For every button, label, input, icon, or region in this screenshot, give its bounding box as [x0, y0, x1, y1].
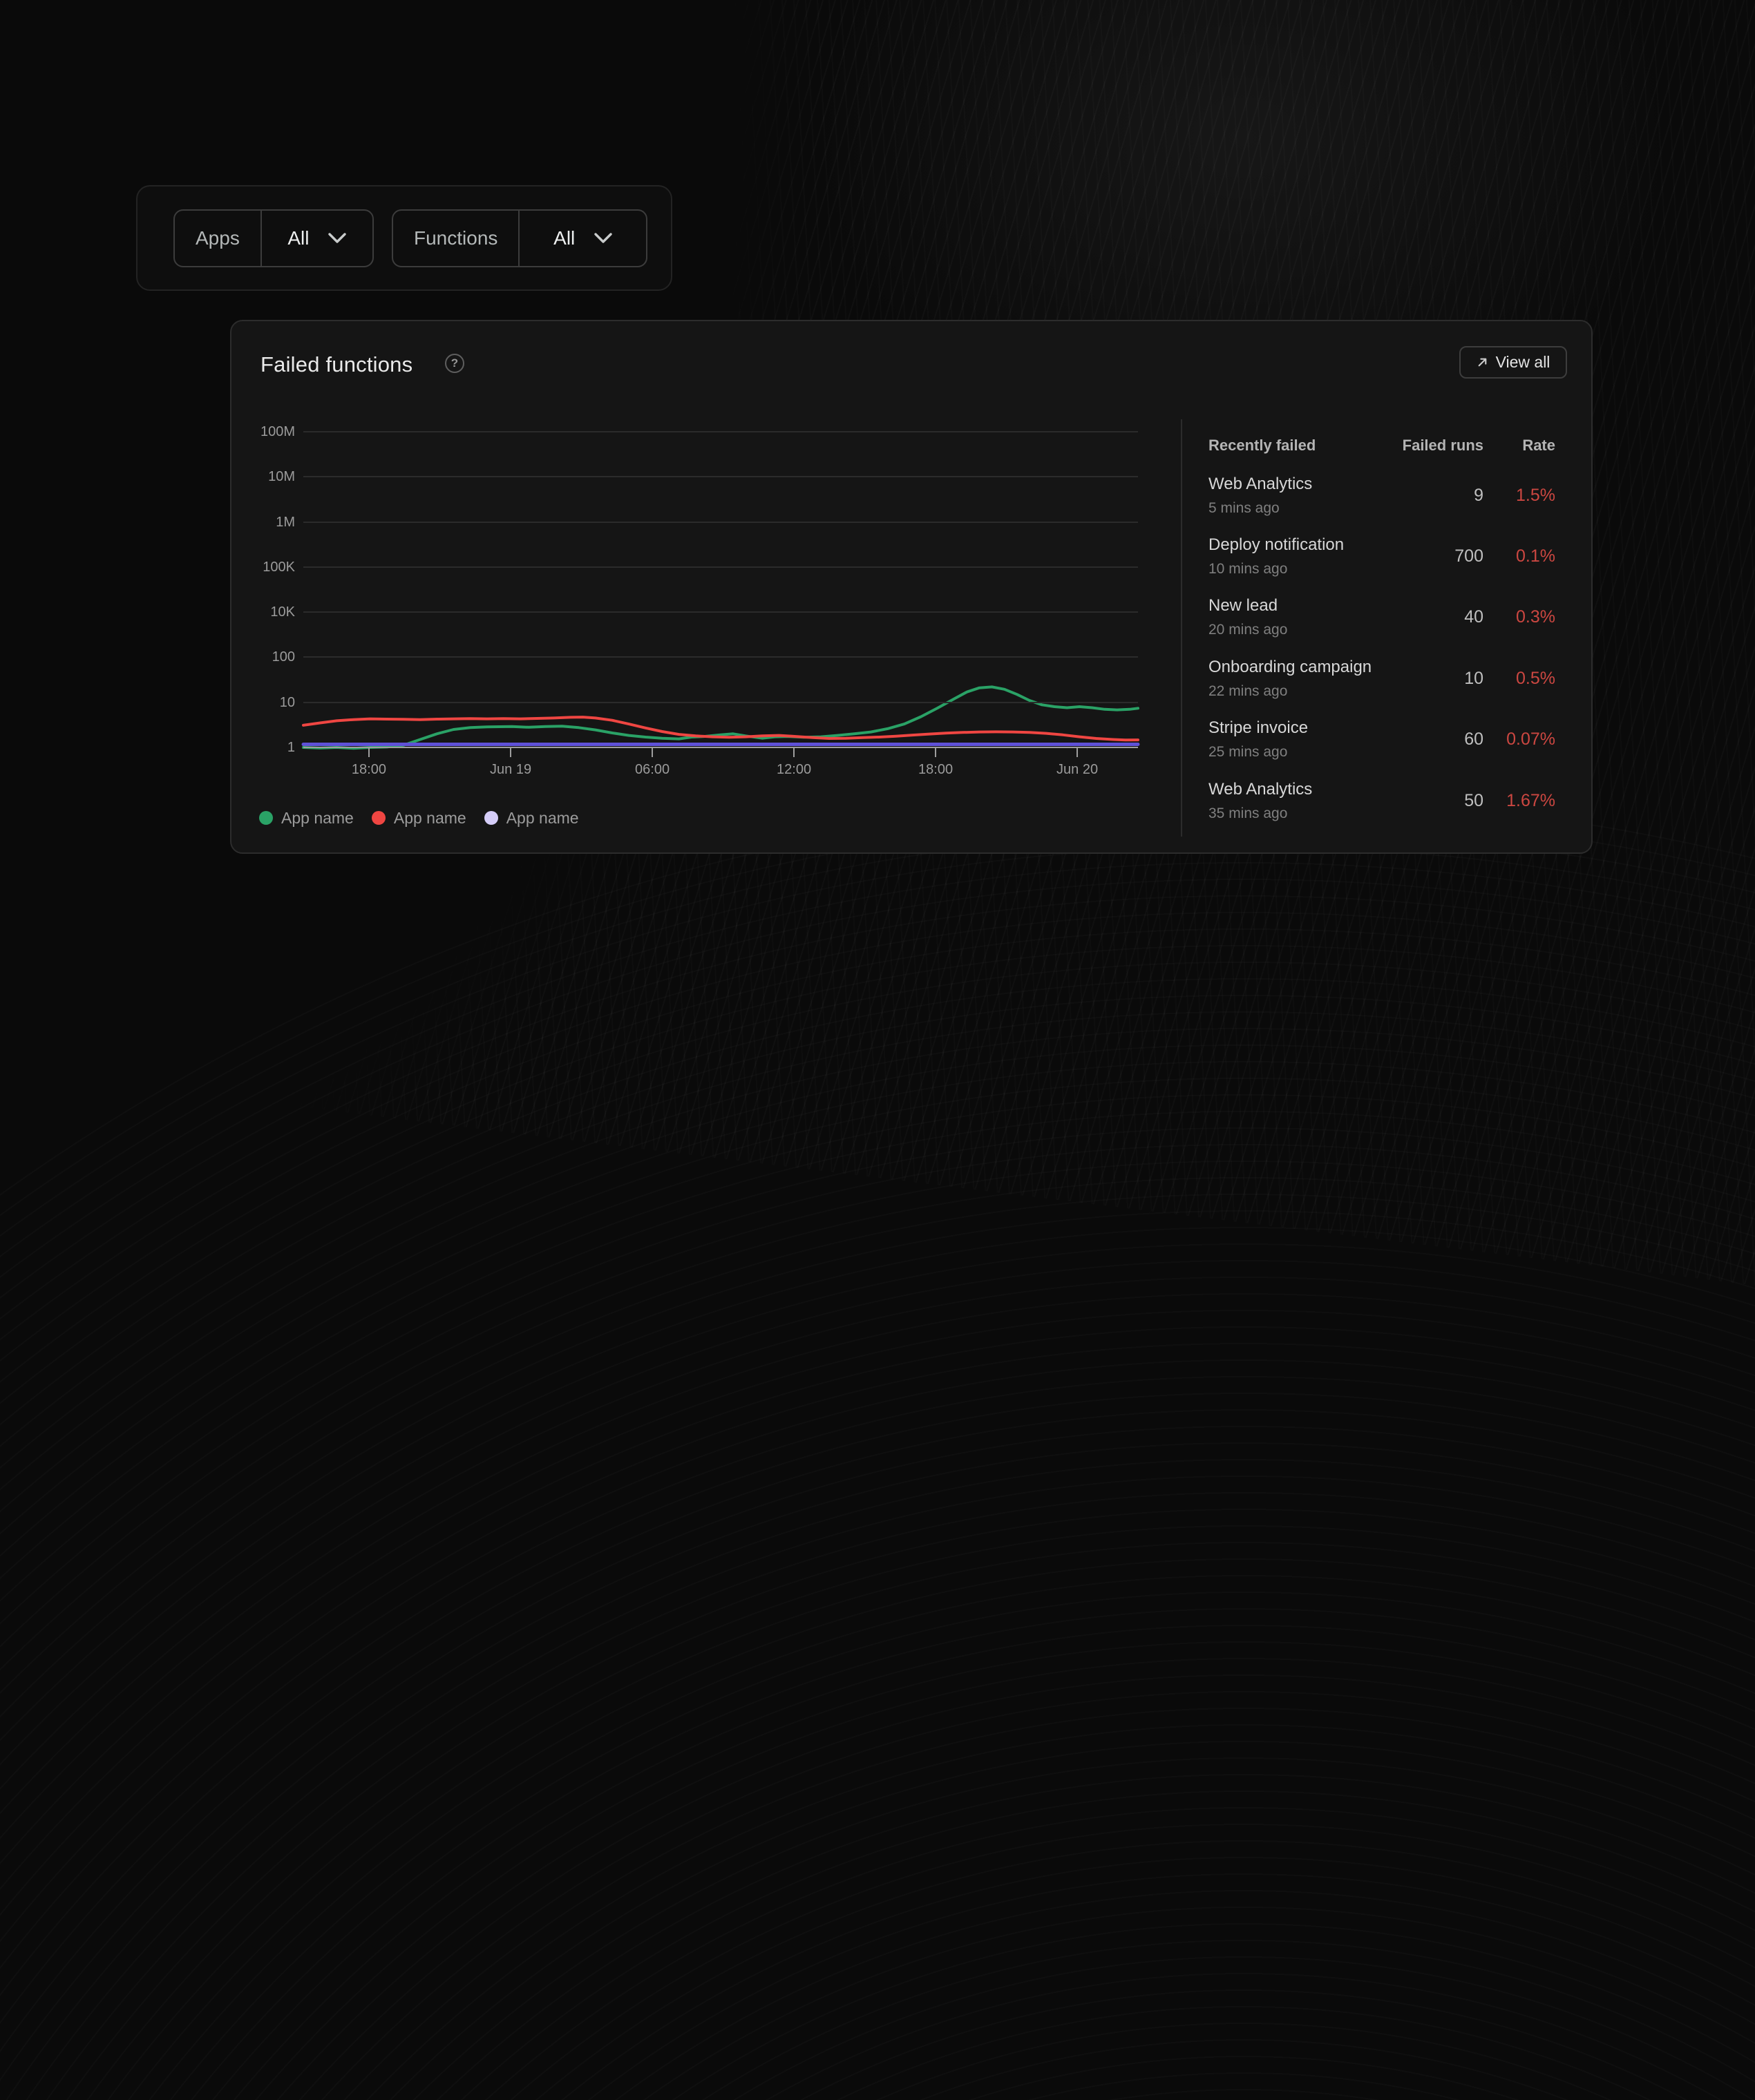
- table-row[interactable]: Stripe invoice 25 mins ago 60 0.07%: [1208, 709, 1555, 770]
- legend-item: App name: [259, 809, 354, 828]
- x-axis-label: 18:00: [918, 762, 954, 777]
- failed-runs-count: 50: [1464, 790, 1483, 810]
- failure-rate: 1.67%: [1506, 790, 1555, 810]
- legend-label: App name: [393, 808, 466, 827]
- recently-failed-table: Recently failed Failed runs Rate Web Ana…: [1208, 432, 1555, 831]
- failed-runs-count: 700: [1454, 546, 1483, 566]
- table-row[interactable]: Onboarding campaign 22 mins ago 10 0.5%: [1208, 648, 1555, 709]
- table-row[interactable]: New lead 20 mins ago 40 0.3%: [1208, 587, 1555, 648]
- function-name: Stripe invoice: [1208, 718, 1309, 738]
- help-icon[interactable]: ?: [445, 354, 464, 373]
- legend-label: App name: [506, 808, 579, 827]
- y-axis-label: 100M: [260, 424, 295, 439]
- chevron-down-icon: [328, 233, 347, 243]
- failure-rate: 0.1%: [1516, 546, 1555, 566]
- failed-time: 5 mins ago: [1208, 499, 1280, 516]
- failed-runs-count: 60: [1464, 729, 1483, 750]
- filter-bar: Apps All Functions All: [136, 185, 672, 291]
- header-failed-runs: Failed runs: [1402, 437, 1483, 454]
- apps-filter-label: Apps: [175, 211, 262, 266]
- table-row[interactable]: Web Analytics 35 mins ago 50 1.67%: [1208, 770, 1555, 831]
- functions-filter: Functions All: [392, 209, 647, 267]
- function-name: Deploy notification: [1208, 535, 1345, 555]
- chevron-down-icon: [594, 233, 612, 243]
- card-title: Failed functions: [260, 352, 413, 376]
- y-axis-label: 1M: [276, 514, 295, 530]
- legend-item: App name: [371, 808, 466, 828]
- function-name: Web Analytics: [1208, 474, 1313, 493]
- x-axis-tick: [510, 748, 512, 757]
- y-axis-label: 10K: [270, 604, 295, 620]
- failed-runs-count: 40: [1464, 607, 1483, 627]
- y-axis-label: 10M: [268, 469, 295, 485]
- gridline: [303, 611, 1138, 613]
- chart-plot-lines: [301, 685, 1140, 750]
- failure-rate: 1.5%: [1516, 485, 1555, 505]
- failed-time: 22 mins ago: [1208, 682, 1288, 699]
- x-axis-label: 06:00: [635, 762, 670, 777]
- function-name: New lead: [1208, 596, 1278, 615]
- apps-filter: Apps All: [173, 209, 374, 267]
- y-axis-label: 100: [272, 649, 295, 665]
- function-name: Onboarding campaign: [1208, 657, 1372, 676]
- gridline: [303, 656, 1138, 658]
- failed-runs-count: 10: [1464, 668, 1483, 688]
- failed-functions-card: Failed functions ? View all 100M 10M 1M 100…: [230, 320, 1593, 854]
- arrow-up-right-icon: [1478, 358, 1486, 367]
- chart-legend: App name App name App name: [259, 807, 579, 829]
- legend-dot-icon: [371, 811, 386, 825]
- legend-label: App name: [281, 808, 354, 827]
- header-recently-failed: Recently failed: [1208, 437, 1316, 454]
- vertical-divider: [1181, 419, 1182, 837]
- series-line-2: [302, 716, 1139, 742]
- x-axis-label: 18:00: [351, 762, 386, 777]
- gridline: [303, 431, 1138, 432]
- x-axis-tick: [935, 748, 937, 757]
- y-axis-label: 100K: [263, 559, 295, 575]
- legend-item: App name: [484, 809, 579, 828]
- view-all-button[interactable]: View all: [1459, 346, 1567, 379]
- x-axis-tick: [652, 748, 654, 757]
- x-axis-line: [303, 747, 1138, 748]
- failed-time: 35 mins ago: [1208, 805, 1288, 821]
- x-axis-label: Jun 20: [1056, 762, 1099, 777]
- gridline: [303, 566, 1138, 568]
- series-line-1: [302, 685, 1139, 750]
- x-axis-tick: [793, 748, 795, 757]
- gridline: [303, 701, 1138, 703]
- failure-rate: 0.07%: [1506, 729, 1555, 750]
- gridline: [303, 476, 1138, 478]
- help-glyph: ?: [450, 356, 459, 370]
- header-rate: Rate: [1522, 437, 1555, 454]
- failed-time: 20 mins ago: [1208, 622, 1288, 638]
- table-header: Recently failed Failed runs Rate: [1208, 432, 1555, 459]
- table-body: Web Analytics 5 mins ago 9 1.5% Deploy n…: [1208, 465, 1555, 831]
- view-all-label: View all: [1495, 353, 1550, 371]
- function-name: Web Analytics: [1208, 779, 1313, 799]
- x-axis-label: Jun 19: [490, 762, 532, 777]
- functions-filter-label: Functions: [393, 211, 520, 266]
- failure-rate: 0.3%: [1516, 607, 1555, 627]
- failed-time: 10 mins ago: [1208, 561, 1288, 578]
- failed-runs-count: 9: [1474, 485, 1483, 505]
- y-axis-label: 1: [287, 740, 295, 755]
- gridline: [303, 521, 1138, 523]
- x-axis-tick: [368, 748, 370, 757]
- functions-filter-select[interactable]: All: [520, 211, 646, 266]
- functions-filter-value: All: [553, 227, 576, 249]
- legend-dot-icon: [259, 811, 273, 825]
- apps-filter-select[interactable]: All: [262, 211, 372, 266]
- background-arcs-pattern: [0, 794, 1755, 2100]
- y-axis-label: 10: [279, 694, 295, 710]
- failed-functions-chart[interactable]: 100M 10M 1M 100K 10K 100 10 1 18:00 Jun 19 06:00 12…: [231, 321, 1591, 852]
- failure-rate: 0.5%: [1516, 668, 1555, 688]
- legend-dot-icon: [484, 811, 498, 825]
- apps-filter-value: All: [287, 227, 310, 249]
- x-axis-tick: [1076, 748, 1079, 757]
- table-row[interactable]: Deploy notification 10 mins ago 700 0.1%: [1208, 526, 1555, 586]
- x-axis-label: 12:00: [777, 762, 812, 777]
- failed-time: 25 mins ago: [1208, 744, 1288, 761]
- table-row[interactable]: Web Analytics 5 mins ago 9 1.5%: [1208, 465, 1555, 526]
